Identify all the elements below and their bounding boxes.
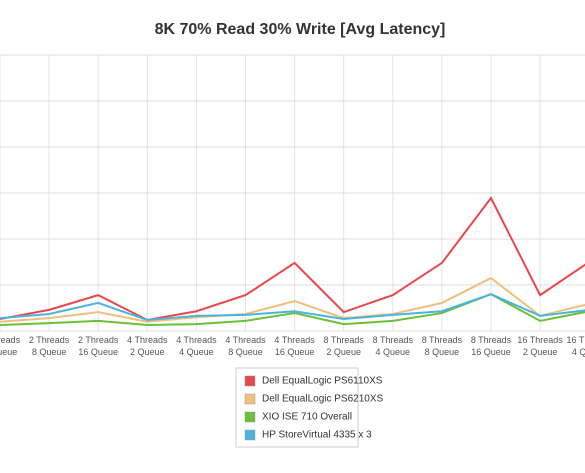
x-tick-line: 16 Threads bbox=[517, 335, 563, 345]
x-tick-line: 16 Queue bbox=[275, 347, 315, 357]
legend bbox=[235, 367, 359, 448]
x-tick-line: 8 Threads bbox=[471, 335, 512, 345]
x-tick-label: 8 Threads 4 Queue bbox=[373, 335, 414, 357]
series-line bbox=[0, 293, 585, 321]
x-tick-label: 4 Threads 2 Queue bbox=[127, 335, 168, 357]
x-tick-line: 16 Queue bbox=[471, 347, 511, 357]
x-tick-line: 4 Threads bbox=[176, 335, 217, 345]
x-tick-line: 4 Queue bbox=[572, 347, 585, 357]
x-tick-label: 16 Threads 4 Queue bbox=[567, 335, 585, 357]
x-tick-label: 8 Threads 2 Queue bbox=[324, 335, 365, 357]
x-tick-line: 8 Threads bbox=[324, 335, 365, 345]
series-line bbox=[0, 196, 585, 322]
x-tick-line: 4 Threads bbox=[127, 335, 168, 345]
x-tick-line: 4 Queue bbox=[0, 347, 17, 357]
legend-swatch bbox=[244, 429, 256, 441]
x-tick-label: 8 Threads 8 Queue bbox=[422, 335, 463, 357]
x-tick-label: 2 Threads 8 Queue bbox=[29, 335, 70, 357]
x-tick-line: 4 Queue bbox=[179, 347, 214, 357]
x-tick-line: 4 Queue bbox=[376, 347, 411, 357]
x-tick-line: 8 Threads bbox=[373, 335, 414, 345]
x-tick-line: 4 Threads bbox=[274, 335, 315, 345]
x-tick-line: 2 Threads bbox=[29, 335, 70, 345]
legend-label: HP StoreVirtual 4335 x 3 bbox=[262, 430, 372, 441]
x-tick-line: 2 Threads bbox=[78, 335, 119, 345]
legend-label: Dell EqualLogic PS6110XS bbox=[262, 376, 383, 387]
x-tick-line: 2 Threads bbox=[0, 335, 21, 345]
x-tick-label: 2 Threads 4 Queue bbox=[0, 335, 21, 357]
legend-swatch bbox=[244, 375, 256, 387]
x-tick-label: 8 Threads 16 Queue bbox=[471, 335, 512, 357]
x-tick-line: 2 Queue bbox=[130, 347, 165, 357]
x-tick-line: 8 Threads bbox=[422, 335, 463, 345]
legend-swatch bbox=[244, 411, 256, 423]
legend-swatch bbox=[244, 393, 256, 405]
legend-label: Dell EqualLogic PS6210XS bbox=[262, 394, 384, 405]
x-tick-label: 2 Threads 16 Queue bbox=[78, 335, 119, 357]
series-line bbox=[0, 276, 585, 323]
x-tick-line: 16 Threads bbox=[567, 335, 585, 345]
x-tick-line: 8 Queue bbox=[32, 347, 67, 357]
x-tick-label: 16 Threads 2 Queue bbox=[517, 335, 563, 357]
legend-label: XIO ISE 710 Overall bbox=[262, 412, 352, 423]
x-tick-line: 4 Threads bbox=[225, 335, 266, 345]
x-tick-line: 8 Queue bbox=[425, 347, 460, 357]
x-tick-line: 2 Queue bbox=[523, 347, 558, 357]
x-tick-line: 8 Queue bbox=[228, 347, 263, 357]
chart-title: 8K 70% Read 30% Write [Avg Latency] bbox=[155, 21, 446, 38]
x-tick-label: 4 Threads 4 Queue bbox=[176, 335, 217, 357]
x-tick-line: 2 Queue bbox=[326, 347, 361, 357]
x-tick-label: 4 Threads 16 Queue bbox=[274, 335, 315, 357]
x-tick-label: 4 Threads 8 Queue bbox=[225, 335, 266, 357]
x-tick-line: 16 Queue bbox=[78, 347, 118, 357]
